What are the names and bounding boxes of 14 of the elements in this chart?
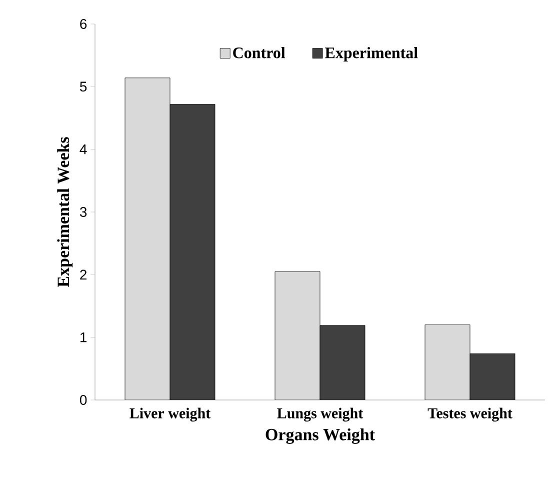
y-tick-label: 6: [80, 19, 87, 29]
x-tick-label: Liver weight: [130, 408, 211, 422]
legend-label: Control: [233, 46, 286, 58]
y-tick-label: 5: [80, 82, 87, 92]
y-tick-label: 1: [80, 332, 87, 342]
x-tick-label: Testes weight: [428, 408, 512, 422]
y-tick-label: 0: [80, 395, 87, 405]
x-axis-title: Organs Weight: [266, 428, 375, 444]
x-tick-label: Lungs weight: [277, 408, 364, 422]
y-tick-label: 3: [80, 207, 87, 217]
y-tick-label: 4: [80, 144, 87, 154]
y-axis-title: Experimental Weeks: [57, 137, 73, 288]
y-tick-label: 2: [80, 270, 87, 280]
legend-label: Experimental: [325, 46, 418, 62]
